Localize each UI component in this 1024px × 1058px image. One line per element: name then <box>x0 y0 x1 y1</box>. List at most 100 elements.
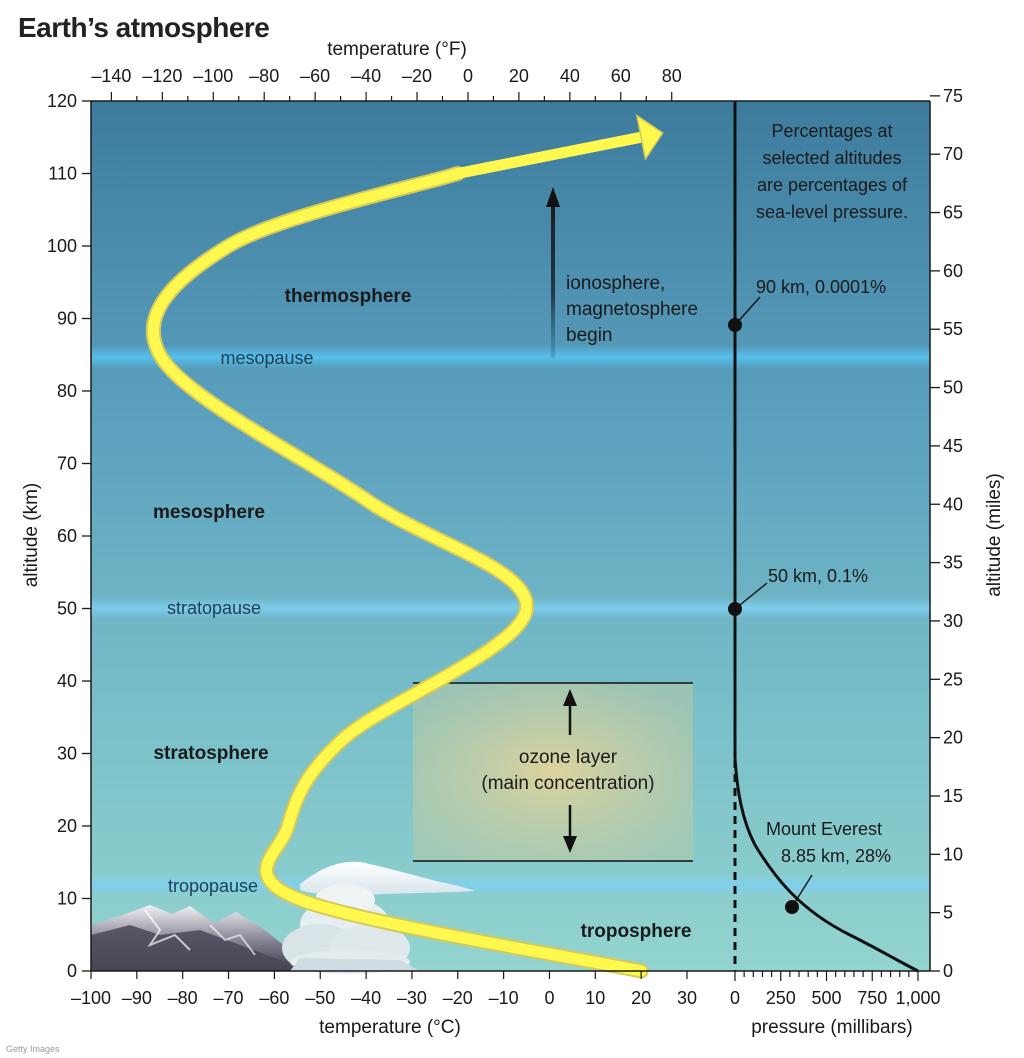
pressure-curve <box>733 101 919 973</box>
left-tick-label: 60 <box>57 526 77 546</box>
axes-layer: 0102030405060708090100110120051015202530… <box>47 66 963 1008</box>
top-tick-label: 40 <box>560 66 580 86</box>
bottom-tick-label: –90 <box>122 988 152 1008</box>
bottom-tick-label: –70 <box>214 988 244 1008</box>
label-everest-2: 8.85 km, 28% <box>781 846 891 866</box>
leader-everest <box>791 874 813 908</box>
stratopause-label: stratopause <box>167 598 261 618</box>
thermosphere-label: thermosphere <box>285 286 412 307</box>
right-tick-label: 65 <box>943 203 963 223</box>
left-tick-label: 20 <box>57 816 77 836</box>
stratopause-band <box>91 597 930 619</box>
left-tick-label: 80 <box>57 381 77 401</box>
top-tick-label: –120 <box>142 66 182 86</box>
bottom-tick-label: –10 <box>489 988 519 1008</box>
note-line-2: selected altitudes <box>762 148 901 168</box>
bottom-tick-label: –20 <box>443 988 473 1008</box>
right-tick-label: 75 <box>943 86 963 106</box>
right-tick-label: 45 <box>943 436 963 456</box>
temperature-curve-arrowhead <box>635 114 664 161</box>
right-tick-label: 55 <box>943 319 963 339</box>
bottom-tick-label: 10 <box>585 988 605 1008</box>
bottom-tick-label: –40 <box>351 988 381 1008</box>
temperature-curve <box>146 114 664 979</box>
pressure-tick-label: 750 <box>857 988 887 1008</box>
right-tick-label: 0 <box>943 961 953 981</box>
ozone-text-2: (main concentration) <box>481 773 654 794</box>
left-axis-label: altitude (km) <box>21 483 42 588</box>
top-tick-label: –20 <box>402 66 432 86</box>
mesopause-band <box>91 345 930 369</box>
right-tick-label: 60 <box>943 261 963 281</box>
top-tick-label: –100 <box>193 66 233 86</box>
top-tick-label: 80 <box>662 66 682 86</box>
storm-cloud-illustration <box>282 861 475 974</box>
image-credit: Getty Images <box>6 1044 60 1054</box>
note-line-3: are percentages of <box>757 175 908 195</box>
bottom-tick-label: –50 <box>305 988 335 1008</box>
left-tick-label: 100 <box>47 236 77 256</box>
chart-title: Earth’s atmosphere <box>18 12 270 43</box>
leader-90km <box>734 296 761 326</box>
left-tick-label: 30 <box>57 744 77 764</box>
note-line-4: sea-level pressure. <box>756 202 908 222</box>
note-line-1: Percentages at <box>771 121 892 141</box>
ozone-up-arrowhead <box>563 689 577 706</box>
label-50km: 50 km, 0.1% <box>768 566 868 586</box>
bottom-tick-label: –30 <box>397 988 427 1008</box>
right-tick-label: 50 <box>943 378 963 398</box>
right-tick-label: 70 <box>943 144 963 164</box>
temperature-curve-tail <box>456 131 643 179</box>
right-tick-label: 20 <box>943 728 963 748</box>
left-tick-label: 120 <box>47 91 77 111</box>
pressure-tick-label: 500 <box>811 988 841 1008</box>
right-tick-label: 5 <box>943 903 953 923</box>
right-tick-label: 30 <box>943 611 963 631</box>
ionosphere-arrow-shaft <box>551 202 555 358</box>
left-tick-label: 0 <box>67 961 77 981</box>
right-tick-label: 15 <box>943 786 963 806</box>
pressure-tick-label: 250 <box>766 988 796 1008</box>
right-tick-label: 40 <box>943 494 963 514</box>
right-tick-label: 35 <box>943 553 963 573</box>
ozone-text-1: ozone layer <box>519 747 618 768</box>
left-tick-label: 110 <box>48 164 77 184</box>
right-tick-label: 25 <box>943 669 963 689</box>
tropopause-label: tropopause <box>168 876 258 896</box>
right-axis-label: altitude (miles) <box>984 473 1005 597</box>
bottom-tick-label: –60 <box>259 988 289 1008</box>
pressure-tick-label: 0 <box>730 988 740 1008</box>
bottom-tick-label: –80 <box>168 988 198 1008</box>
ionosphere-text-3: begin <box>566 325 613 346</box>
leader-50km <box>734 582 768 610</box>
mesopause-label: mesopause <box>220 348 313 368</box>
top-axis-label: temperature (°F) <box>327 39 467 60</box>
bottom-tick-label: 30 <box>677 988 697 1008</box>
pressure-axis-label: pressure (millibars) <box>751 1017 913 1038</box>
top-tick-label: 0 <box>463 66 473 86</box>
ozone-region <box>413 683 693 861</box>
temperature-curve-line <box>148 168 647 977</box>
mesosphere-label: mesosphere <box>153 502 265 523</box>
bottom-tick-label: 0 <box>544 988 554 1008</box>
pressure-tick-label: 1,000 <box>895 988 940 1008</box>
stratosphere-label: stratosphere <box>153 743 268 764</box>
ionosphere-arrowhead <box>546 187 560 207</box>
label-everest-1: Mount Everest <box>766 819 882 839</box>
top-tick-label: –140 <box>91 66 131 86</box>
ionosphere-text-2: magnetosphere <box>566 299 698 320</box>
top-tick-label: –80 <box>249 66 279 86</box>
bottom-tick-label: 20 <box>631 988 651 1008</box>
troposphere-label: troposphere <box>581 921 692 942</box>
label-90km: 90 km, 0.0001% <box>756 277 886 297</box>
left-tick-label: 70 <box>57 454 77 474</box>
top-tick-label: –40 <box>351 66 381 86</box>
top-tick-label: 60 <box>611 66 631 86</box>
top-tick-label: 20 <box>509 66 529 86</box>
right-tick-label: 10 <box>943 844 963 864</box>
left-tick-label: 40 <box>57 671 77 691</box>
left-tick-label: 10 <box>57 889 77 909</box>
ionosphere-text-1: ionosphere, <box>566 273 665 294</box>
top-tick-label: –60 <box>300 66 330 86</box>
